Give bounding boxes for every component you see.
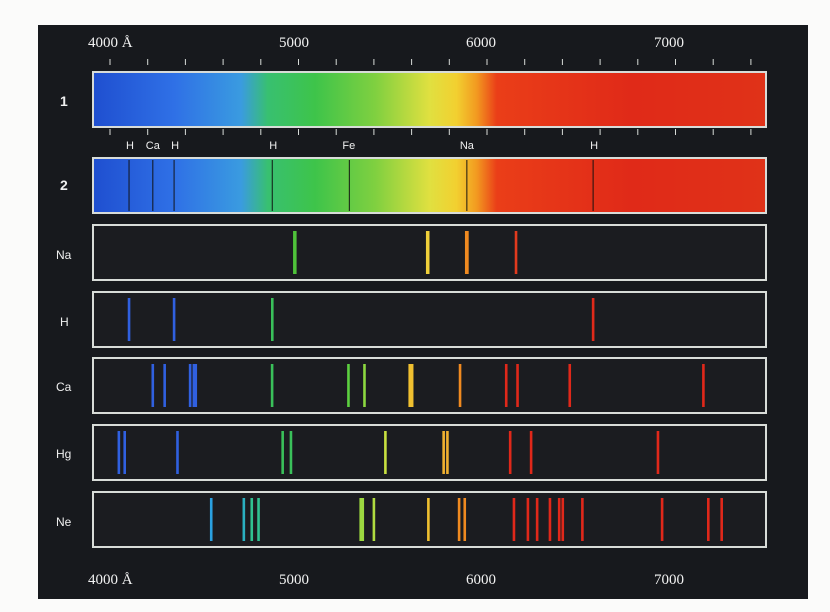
row-label-calcium: Ca bbox=[56, 380, 72, 394]
neon-emission-line-7 bbox=[427, 498, 430, 541]
neon-emission-line-15 bbox=[561, 498, 565, 541]
abs-label-h-1: H bbox=[126, 140, 134, 152]
row-label-neon: Ne bbox=[56, 515, 72, 529]
neon-emission-line-10 bbox=[512, 498, 516, 541]
calcium-emission-line-8 bbox=[408, 364, 412, 407]
neon-emission-line-6 bbox=[372, 498, 376, 541]
neon-emission-line-4 bbox=[359, 498, 363, 541]
mercury-emission-line-0 bbox=[117, 431, 121, 474]
panel-calcium-emission bbox=[92, 357, 767, 414]
row-label-sodium: Na bbox=[56, 248, 72, 262]
neon-emission-line-9 bbox=[463, 498, 467, 541]
absorption-line-labels: H Ca H H Fe Na H bbox=[126, 140, 598, 152]
spectra-figure: 4000 Å 5000 6000 7000 4000 Å 5000 6000 7… bbox=[38, 25, 808, 599]
bottom-tick-label-0: 4000 Å bbox=[88, 572, 133, 588]
mercury-emission-line-6 bbox=[442, 431, 445, 474]
abs-label-fe: Fe bbox=[342, 140, 355, 152]
bottom-tick-label-1: 5000 bbox=[279, 572, 309, 588]
top-tick-label-3: 7000 bbox=[654, 35, 684, 51]
calcium-emission-line-3 bbox=[192, 364, 196, 407]
panel-mercury-emission bbox=[92, 424, 767, 481]
mercury-emission-line-3 bbox=[281, 431, 284, 474]
mercury-emission-line-2 bbox=[176, 431, 179, 474]
panel-sodium-emission bbox=[92, 224, 767, 281]
mercury-emission-line-4 bbox=[289, 431, 293, 474]
calcium-emission-line-10 bbox=[458, 364, 462, 407]
neon-emission-line-8 bbox=[457, 498, 461, 541]
abs-label-h-4: H bbox=[590, 140, 598, 152]
hydrogen-emission-line-2 bbox=[270, 298, 274, 341]
panel-continuous-spectrum bbox=[92, 71, 767, 135]
top-tick-label-2: 6000 bbox=[466, 35, 496, 51]
neon-emission-line-12 bbox=[535, 498, 539, 541]
bottom-tick-label-2: 6000 bbox=[466, 572, 496, 588]
calcium-emission-line-0 bbox=[151, 364, 155, 407]
calcium-emission-line-2 bbox=[188, 364, 192, 407]
neon-emission-line-2 bbox=[250, 498, 254, 541]
continuous-spectrum-band bbox=[92, 71, 767, 128]
bottom-axis: 4000 Å 5000 6000 7000 bbox=[88, 572, 684, 588]
neon-emission-line-13 bbox=[548, 498, 552, 541]
calcium-emission-line-14 bbox=[702, 364, 705, 407]
mercury-emission-line-1 bbox=[123, 431, 127, 474]
neon-emission-line-5 bbox=[361, 498, 365, 541]
calcium-frame bbox=[92, 357, 767, 414]
top-tick-label-0: 4000 Å bbox=[88, 35, 133, 51]
mercury-emission-line-10 bbox=[656, 431, 660, 474]
calcium-emission-line-1 bbox=[163, 364, 166, 407]
neon-emission-line-0 bbox=[209, 498, 213, 541]
abs-label-na: Na bbox=[460, 140, 475, 152]
calcium-emission-line-9 bbox=[410, 364, 414, 407]
panel-hydrogen-emission bbox=[92, 291, 767, 348]
neon-emission-line-16 bbox=[581, 498, 584, 541]
bottom-tick-label-3: 7000 bbox=[654, 572, 684, 588]
calcium-emission-line-7 bbox=[363, 364, 366, 407]
row-label-continuous: 1 bbox=[60, 93, 68, 109]
sodium-emission-line-5 bbox=[466, 231, 469, 274]
calcium-emission-line-13 bbox=[568, 364, 572, 407]
hydrogen-emission-line-0 bbox=[127, 298, 131, 341]
sodium-emission-line-1 bbox=[293, 231, 297, 274]
absorption-spectrum-band bbox=[92, 157, 767, 214]
spectra-chart: 4000 Å 5000 6000 7000 4000 Å 5000 6000 7… bbox=[56, 35, 767, 588]
neon-emission-line-1 bbox=[242, 498, 246, 541]
row-label-absorption: 2 bbox=[60, 177, 68, 193]
neon-emission-line-3 bbox=[257, 498, 260, 541]
calcium-emission-line-4 bbox=[194, 364, 198, 407]
row-label-hydrogen: H bbox=[60, 315, 69, 329]
panel-neon-emission bbox=[92, 491, 767, 548]
mercury-emission-line-7 bbox=[446, 431, 449, 474]
neon-emission-line-17 bbox=[660, 498, 664, 541]
neon-emission-line-14 bbox=[557, 498, 561, 541]
hydrogen-emission-line-1 bbox=[172, 298, 176, 341]
sodium-frame bbox=[92, 224, 767, 281]
abs-label-h-3: H bbox=[269, 140, 277, 152]
calcium-emission-line-5 bbox=[270, 364, 274, 407]
neon-emission-line-18 bbox=[706, 498, 710, 541]
mercury-emission-line-9 bbox=[529, 431, 533, 474]
top-tick-label-1: 5000 bbox=[279, 35, 309, 51]
mercury-emission-line-8 bbox=[508, 431, 512, 474]
calcium-emission-line-6 bbox=[347, 364, 350, 407]
hydrogen-frame bbox=[92, 291, 767, 348]
top-axis: 4000 Å 5000 6000 7000 bbox=[88, 35, 752, 65]
abs-label-ca: Ca bbox=[146, 140, 161, 152]
neon-emission-line-19 bbox=[720, 498, 723, 541]
neon-emission-line-11 bbox=[526, 498, 530, 541]
calcium-emission-line-12 bbox=[516, 364, 519, 407]
mercury-emission-line-5 bbox=[384, 431, 387, 474]
calcium-emission-line-11 bbox=[504, 364, 508, 407]
sodium-emission-line-6 bbox=[514, 231, 518, 274]
hydrogen-emission-line-3 bbox=[591, 298, 595, 341]
panel-absorption-spectrum bbox=[92, 157, 767, 214]
row-label-mercury: Hg bbox=[56, 447, 71, 461]
mercury-frame bbox=[92, 424, 767, 481]
sodium-emission-line-3 bbox=[426, 231, 430, 274]
abs-label-h-2: H bbox=[171, 140, 179, 152]
